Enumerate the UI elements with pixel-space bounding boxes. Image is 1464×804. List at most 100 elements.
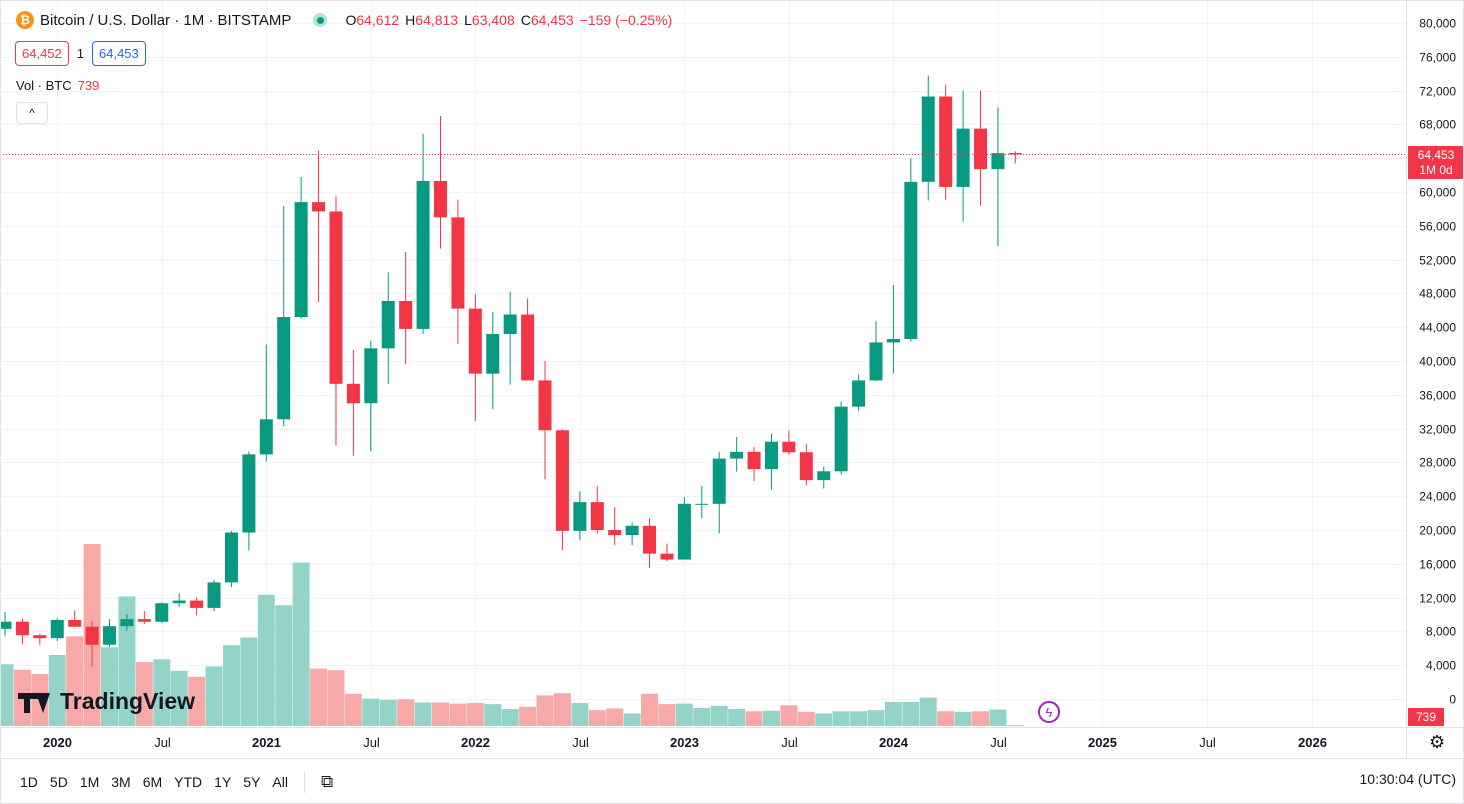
candle-body	[677, 503, 691, 560]
candle-body	[1008, 153, 1022, 155]
y-tick-label: 20,000	[1419, 524, 1456, 538]
close-label: C	[520, 12, 531, 28]
volume-bar	[762, 710, 780, 726]
range-5y-button[interactable]: 5Y	[243, 774, 261, 790]
y-tick-label: 32,000	[1419, 423, 1456, 437]
volume-bar	[135, 662, 153, 726]
volume-bar	[693, 707, 711, 726]
open-value: 64,612	[356, 12, 400, 28]
range-ytd-button[interactable]: YTD	[174, 774, 203, 790]
time-axis[interactable]: 2020 Jul 2021 Jul 2022 Jul 2023 Jul 2024 Jul 2025 J…	[43, 735, 1327, 750]
candle-body	[190, 600, 204, 608]
range-1y-button[interactable]: 1Y	[214, 774, 232, 790]
y-tick-label: 40,000	[1419, 355, 1456, 369]
volume-bar	[850, 711, 868, 726]
range-1d-button[interactable]: 1D	[20, 774, 38, 790]
range-all-button[interactable]: All	[272, 774, 288, 790]
utc-clock[interactable]: 10:30:04 (UTC)	[1359, 771, 1456, 787]
volume-bar	[519, 706, 537, 726]
volume-bar	[484, 704, 502, 726]
range-5d-button[interactable]: 5D	[49, 774, 68, 790]
candle-body	[364, 348, 378, 404]
tradingview-watermark: TradingView	[18, 688, 195, 715]
volume-bar	[205, 666, 223, 726]
volume-bar	[710, 705, 728, 726]
high-label: H	[405, 12, 416, 28]
collapse-legend-button[interactable]: ^	[16, 102, 48, 124]
sell-button[interactable]: 64,452	[15, 41, 69, 66]
candle-body	[503, 314, 517, 334]
volume-value: 739	[77, 78, 100, 93]
range-1m-button[interactable]: 1M	[79, 774, 100, 790]
volume-bar	[1006, 725, 1024, 726]
volume-legend[interactable]: Vol · BTC 739	[16, 78, 99, 93]
candle-body	[886, 339, 900, 343]
candle-body	[259, 419, 273, 455]
volume-bar	[362, 698, 380, 726]
candle-body	[799, 452, 813, 481]
lightning-icon[interactable]: ϟ	[1038, 701, 1060, 723]
volume-bar	[780, 705, 798, 726]
volume-bar	[48, 654, 66, 726]
candle-body	[0, 621, 12, 629]
candle-body	[312, 202, 326, 212]
candle-body	[590, 502, 604, 530]
candle-body	[381, 301, 395, 349]
candle-body	[956, 128, 970, 187]
volume-bar	[66, 636, 84, 726]
y-tick-label: 56,000	[1419, 220, 1456, 234]
candle-body	[399, 301, 413, 329]
volume-bar	[919, 697, 937, 726]
volume-bar	[536, 695, 554, 726]
candle-body	[747, 451, 761, 470]
volume-bar	[432, 702, 449, 726]
last-price-value: 64,453	[1417, 148, 1455, 162]
volume-bar	[344, 693, 362, 726]
volume-bar	[379, 699, 397, 726]
volume-bar	[675, 703, 693, 726]
x-tick-label: 2021	[252, 735, 281, 750]
candle-body	[974, 128, 988, 170]
candle-body	[50, 619, 64, 639]
candle-body	[329, 211, 343, 384]
y-tick-label: 52,000	[1419, 254, 1456, 268]
x-tick-label: 2020	[43, 735, 72, 750]
candle-body	[85, 626, 99, 645]
y-tick-label: 72,000	[1419, 85, 1456, 99]
range-6m-button[interactable]: 6M	[142, 774, 163, 790]
volume-bar	[118, 596, 136, 726]
y-tick-label: 4,000	[1426, 659, 1456, 673]
candle-body	[451, 217, 465, 309]
volume-bar	[449, 703, 467, 726]
candle-body	[68, 619, 82, 627]
low-label: L	[464, 12, 472, 28]
volume-bar	[623, 713, 641, 726]
volume-label: Vol · BTC	[16, 78, 72, 93]
candle-body	[869, 342, 883, 381]
y-tick-label: 12,000	[1419, 592, 1456, 606]
volume-bar	[972, 711, 990, 726]
y-tick-label: 60,000	[1419, 186, 1456, 200]
go-to-date-icon[interactable]: ⧉	[320, 772, 334, 791]
volume-bar	[501, 709, 519, 726]
x-tick-label: Jul	[572, 735, 589, 750]
candle-body	[155, 603, 169, 622]
volume-bar	[257, 594, 275, 726]
market-open-icon	[313, 13, 328, 27]
range-3m-button[interactable]: 3M	[111, 774, 131, 790]
y-tick-label: 8,000	[1426, 625, 1456, 639]
watermark-text: TradingView	[60, 688, 196, 714]
settings-gear-icon[interactable]: ⚙	[1429, 732, 1446, 752]
candle-body	[137, 619, 151, 622]
buy-button[interactable]: 64,453	[92, 41, 146, 66]
volume-bar	[240, 637, 258, 726]
y-tick-label: 68,000	[1419, 118, 1456, 132]
price-axis[interactable]: 80,00076,00072,00068,00064,00060,00056,0…	[1419, 17, 1456, 707]
candle-body	[224, 532, 238, 583]
symbol-title[interactable]: Bitcoin / U.S. Dollar · 1M · BITSTAMP	[40, 11, 292, 29]
chevron-up-icon: ^	[29, 106, 35, 120]
candle-body	[764, 441, 778, 470]
y-tick-label: 36,000	[1419, 389, 1456, 403]
y-tick-label: 76,000	[1419, 51, 1456, 65]
